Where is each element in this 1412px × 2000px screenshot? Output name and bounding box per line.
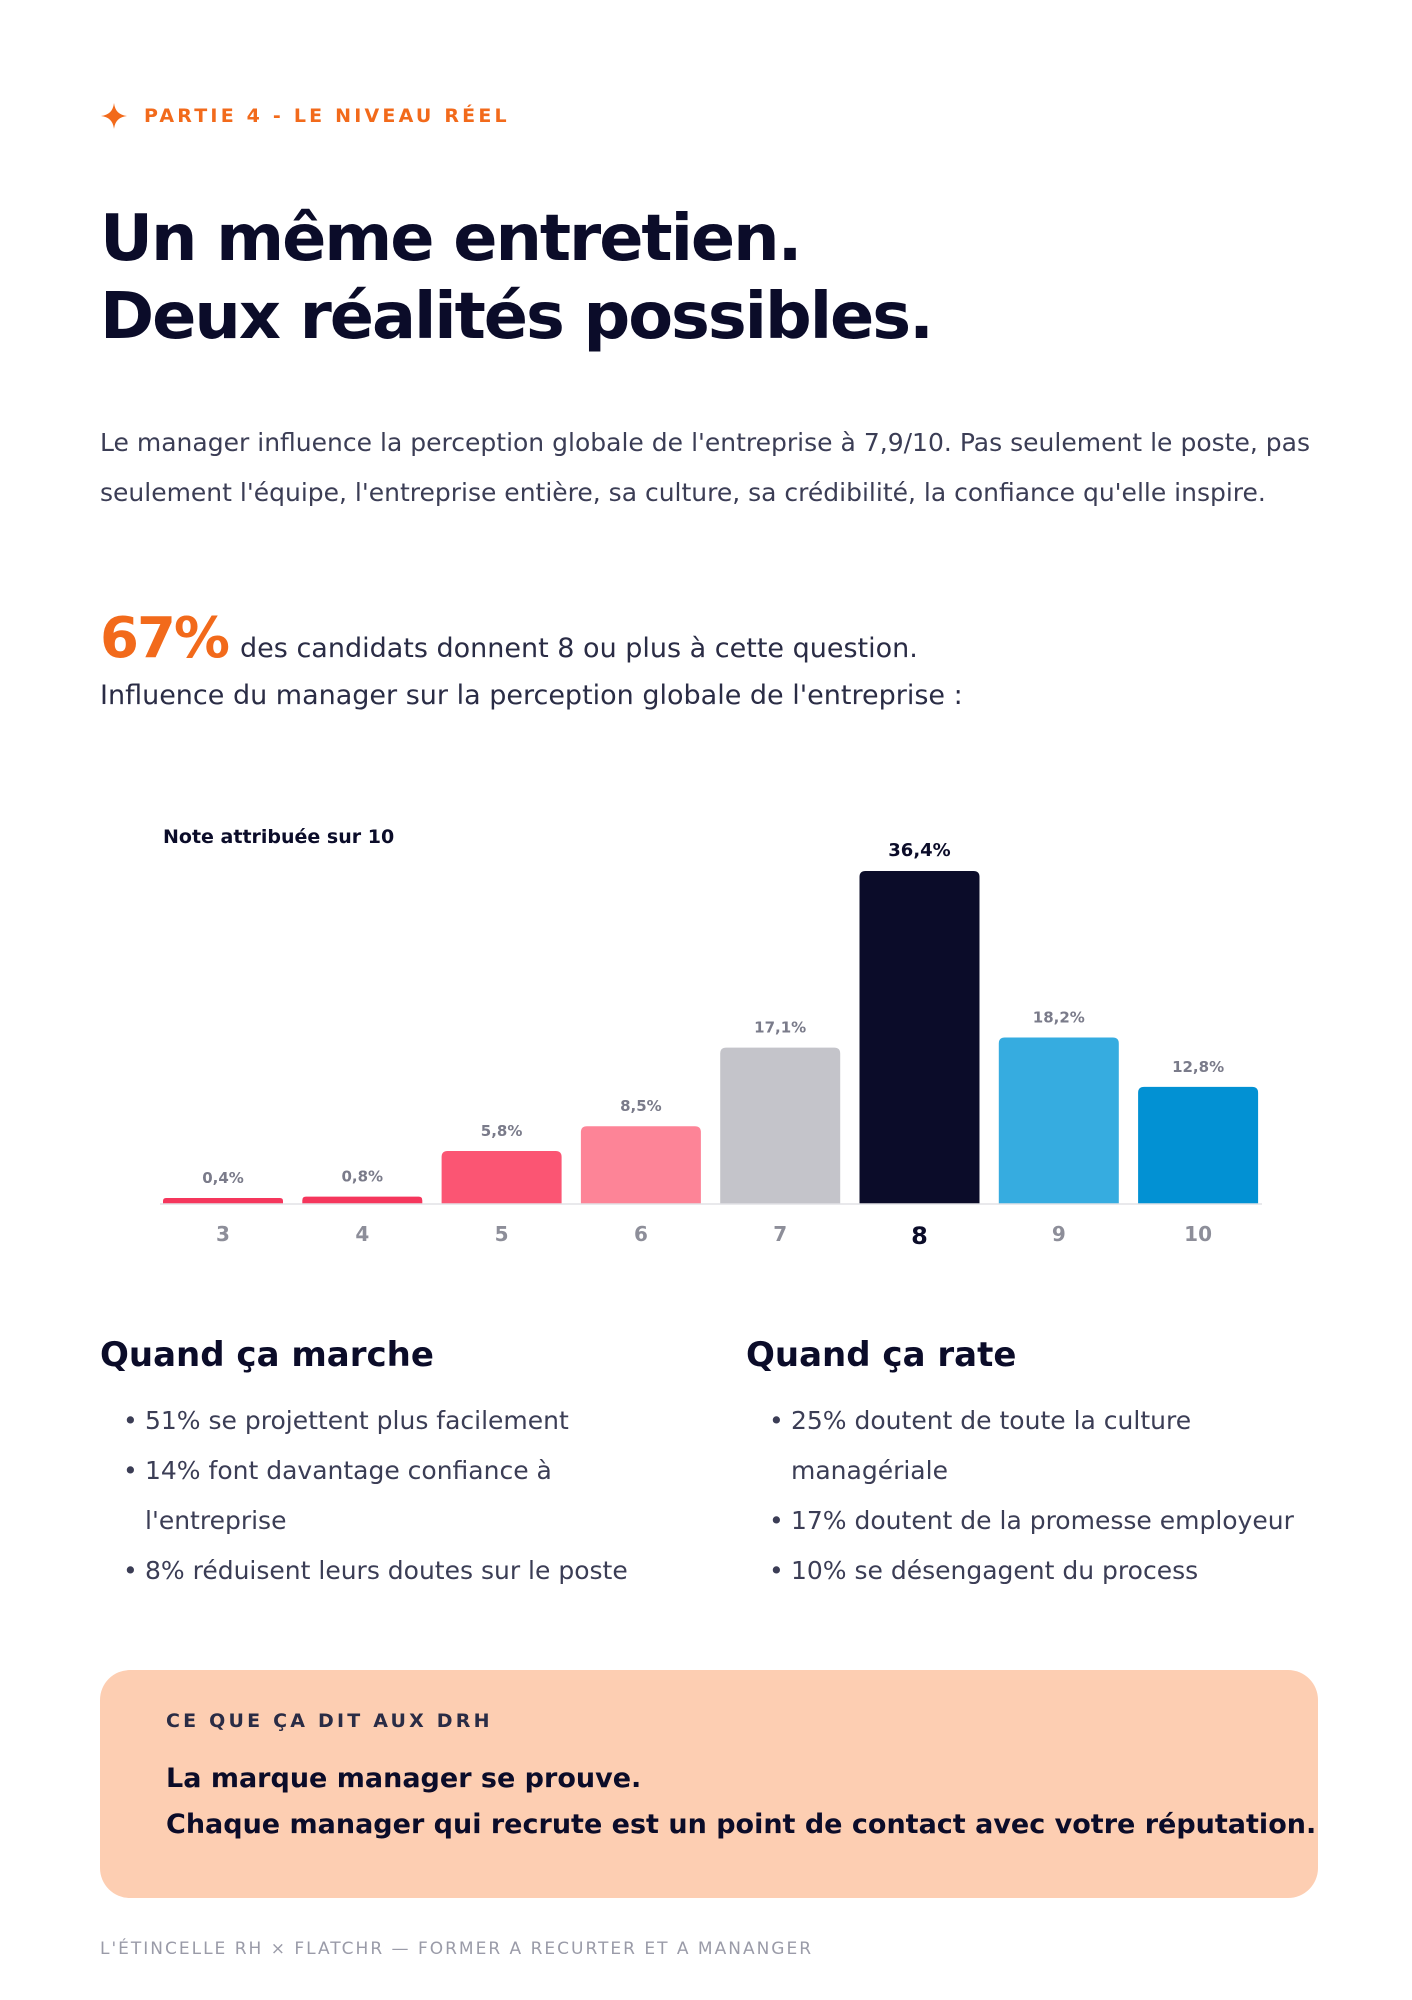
title-line-2: Deux réalités possibles. — [100, 280, 934, 354]
chart-bar — [580, 1126, 701, 1204]
chart-bar — [163, 1198, 283, 1204]
x-tick-label: 9 — [1052, 1222, 1066, 1246]
chart-bar — [720, 1047, 841, 1204]
chart-bars: 0,4% 3 0,8% 4 5,8% 5 8,5% 6 17,1% 7 36,4% 8 18,2% 9 12… — [163, 840, 1259, 1250]
intro-paragraph: Le manager influence la perception globa… — [100, 428, 1310, 507]
list-item: 8% réduisent leurs doutes sur le poste — [100, 1546, 660, 1596]
x-tick-label: 10 — [1184, 1222, 1212, 1246]
chart-bar — [1138, 1086, 1259, 1204]
list-item: 17% doutent de la promesse employeur — [746, 1496, 1306, 1546]
callout-box: CE QUE ÇA DIT AUX DRH La marque manager … — [100, 1670, 1318, 1898]
works-title: Quand ça marche — [100, 1335, 434, 1375]
bar-value-label: 0,8% — [341, 1168, 383, 1186]
callout-message: La marque manager se prouve. Chaque mana… — [166, 1756, 1316, 1848]
bar-value-label: 36,4% — [888, 840, 950, 861]
chart-intro: Influence du manager sur la perception g… — [100, 680, 963, 711]
list-item: 10% se désengagent du process — [746, 1546, 1306, 1596]
title-line-1: Un même entretien. — [100, 202, 802, 276]
x-tick-label: 7 — [773, 1222, 787, 1246]
key-stat-value: 67% — [100, 606, 230, 671]
chart-title: Note attribuée sur 10 — [163, 826, 394, 848]
bar-chart: Note attribuée sur 10 0,4% 3 0,8% 4 5,8% 5 8,5… — [0, 780, 1412, 1280]
bar-value-label: 8,5% — [620, 1097, 662, 1115]
sparkle-icon — [101, 103, 127, 129]
callout-line-1: La marque manager se prouve. — [166, 1763, 642, 1794]
x-tick-label: 4 — [355, 1222, 369, 1246]
callout-line-2: Chaque manager qui recrute est un point … — [166, 1809, 1317, 1840]
chart-bar — [302, 1196, 423, 1204]
bar-value-label: 18,2% — [1033, 1009, 1085, 1027]
chart-bar — [441, 1150, 562, 1204]
key-stat: 67% des candidats donnent 8 ou plus à ce… — [100, 606, 918, 671]
callout-tag: CE QUE ÇA DIT AUX DRH — [166, 1710, 493, 1732]
fails-title: Quand ça rate — [746, 1335, 1017, 1375]
page-footer: L'ÉTINCELLE RH × FLATCHR — FORMER A RECU… — [100, 1939, 814, 1959]
list-item: 25% doutent de toute la culture managéri… — [746, 1396, 1306, 1496]
list-item: 14% font davantage confiance à l'entrepr… — [100, 1446, 660, 1546]
bar-value-label: 0,4% — [202, 1169, 244, 1187]
works-list: 51% se projettent plus facilement 14% fo… — [100, 1396, 660, 1596]
list-item: 51% se projettent plus facilement — [100, 1396, 660, 1446]
bar-value-label: 12,8% — [1172, 1058, 1224, 1076]
chart-bar — [859, 871, 980, 1204]
bar-value-label: 5,8% — [481, 1122, 523, 1140]
x-tick-label: 5 — [495, 1222, 509, 1246]
x-tick-label: 3 — [216, 1222, 230, 1246]
x-tick-label: 6 — [634, 1222, 648, 1246]
x-tick-label: 8 — [911, 1222, 928, 1250]
page-title: Un même entretien. Deux réalités possibl… — [100, 200, 1375, 356]
section-label: PARTIE 4 - LE NIVEAU RÉEL — [144, 105, 510, 127]
key-stat-text: des candidats donnent 8 ou plus à cette … — [240, 633, 918, 664]
section-tag: PARTIE 4 - LE NIVEAU RÉEL — [100, 102, 510, 130]
chart-bar — [998, 1037, 1119, 1204]
fails-list: 25% doutent de toute la culture managéri… — [746, 1396, 1306, 1596]
bar-value-label: 17,1% — [754, 1019, 806, 1037]
bar-chart-svg: Note attribuée sur 10 0,4% 3 0,8% 4 5,8% 5 8,5… — [160, 826, 1262, 1250]
